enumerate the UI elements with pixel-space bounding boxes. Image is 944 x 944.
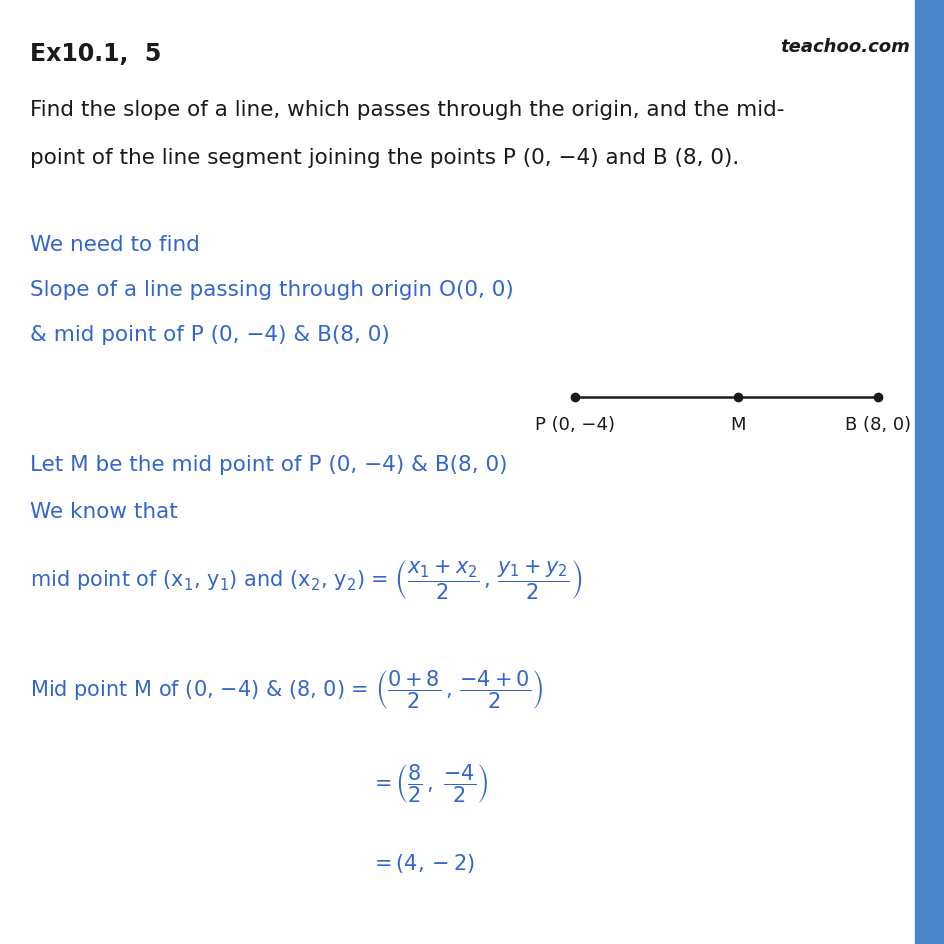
Text: M: M: [730, 415, 745, 433]
Text: mid point of (x$_1$, y$_1$) and (x$_2$, y$_2$) = $\left(\dfrac{x_1 + x_2}{2}\,,\: mid point of (x$_1$, y$_1$) and (x$_2$, …: [30, 557, 582, 601]
Text: Mid point M of (0, $-$4) & (8, 0) = $\left(\dfrac{0 + 8}{2}\,,\,\dfrac{-4 + 0}{2: Mid point M of (0, $-$4) & (8, 0) = $\le…: [30, 667, 543, 710]
Text: $= \left(\dfrac{8}{2}\,,\;\dfrac{-4}{2}\right)$: $= \left(\dfrac{8}{2}\,,\;\dfrac{-4}{2}\…: [370, 761, 488, 804]
Text: point of the line segment joining the points P (0, −4) and B (8, 0).: point of the line segment joining the po…: [30, 148, 738, 168]
Text: Ex10.1,  5: Ex10.1, 5: [30, 42, 161, 66]
Bar: [914, 0, 944, 944]
Text: P (0, −4): P (0, −4): [534, 415, 615, 433]
Text: Find the slope of a line, which passes through the origin, and the mid-: Find the slope of a line, which passes t…: [30, 100, 784, 120]
Text: teachoo.com: teachoo.com: [780, 38, 909, 56]
Text: B (8, 0): B (8, 0): [844, 415, 910, 433]
Text: $= (4, -2)$: $= (4, -2)$: [370, 851, 475, 874]
Text: We know that: We know that: [30, 501, 177, 521]
Text: Slope of a line passing through origin O(0, 0): Slope of a line passing through origin O…: [30, 279, 514, 299]
Text: Let M be the mid point of P (0, −4) & B(8, 0): Let M be the mid point of P (0, −4) & B(…: [30, 454, 507, 475]
Text: & mid point of P (0, −4) & B(8, 0): & mid point of P (0, −4) & B(8, 0): [30, 325, 389, 345]
Text: We need to find: We need to find: [30, 235, 200, 255]
